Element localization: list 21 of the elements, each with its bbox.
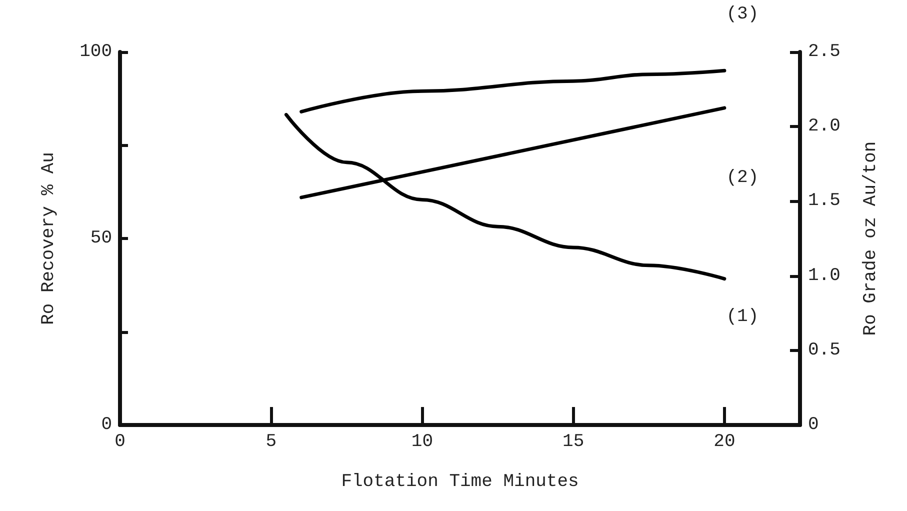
y2-tick-label: 2.5 (808, 42, 840, 62)
y2-tick-label: 0.5 (808, 340, 840, 360)
text: (3) (726, 4, 759, 25)
y2-tick-label: 0 (808, 415, 819, 435)
x-tick-label: 0 (114, 432, 126, 452)
x-tick-label: 15 (562, 432, 584, 452)
y2-axis-title: Ro Grade oz Au/ton (861, 141, 881, 336)
x-tick-label: 10 (411, 432, 434, 452)
x-tick-label: 5 (266, 432, 277, 452)
line-series (300, 68, 726, 114)
y-axis-title: Ro Recovery % Au (39, 152, 59, 325)
x-tick-label: 20 (714, 432, 736, 452)
x-axis-title: Flotation Time Minutes (341, 472, 579, 492)
y2-tick-label: 1.5 (808, 191, 840, 212)
annotation: (2) (726, 168, 759, 188)
annotation: (1) (726, 306, 759, 327)
y-tick-label: 50 (90, 228, 112, 248)
y2-tick-label: 2.0 (808, 116, 840, 137)
y2-tick-label: 1.0 (808, 266, 840, 286)
y-tick-label: 100 (80, 42, 112, 62)
y-tick-label: 0 (101, 415, 112, 435)
